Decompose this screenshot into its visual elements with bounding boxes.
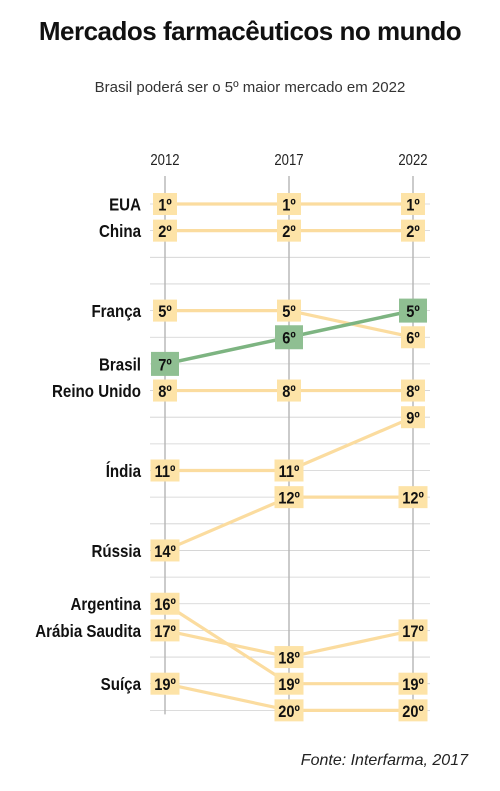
chart-title: Mercados farmacêuticos no mundo [38,16,462,46]
country-label-frança: França [91,301,141,322]
rank-label-china-2017: 2º [282,223,296,241]
rank-box-eua-2017 [277,193,301,215]
country-label-suíça: Suíça [101,674,142,695]
rank-label-índia-2017: 11º [279,463,300,481]
country-label-rússia: Rússia [91,541,141,562]
country-label-china: China [99,221,142,242]
rank-box-brasil-2012 [151,351,179,376]
rank-box-rússia-2012 [150,539,180,562]
rank-box-arábia-saudita-2012 [150,619,180,642]
country-label-brasil: Brasil [99,354,141,375]
rank-box-argentina-2012 [150,592,180,615]
country-label-índia: Índia [106,461,142,482]
rank-box-reino-unido-2012 [153,379,177,402]
rank-box-brasil-2017 [275,325,303,350]
year-label-2017: 2017 [274,152,303,169]
rank-label-argentina-2017: 19º [278,676,300,694]
rank-box-rússia-2017 [274,486,304,509]
rank-box-china-2022 [401,219,425,242]
rank-label-rússia-2022: 12º [402,490,424,508]
rank-label-china-2012: 2º [158,223,172,241]
rank-box-arábia-saudita-2022 [398,619,428,642]
rank-box-suíça-2012 [150,672,180,695]
rank-label-brasil-2022: 5º [406,303,420,321]
box-layer: 1º 1º 1º 2º 2º 2º 5º 5º 6º 8º 8º 8º 11º 11º 9º 14º 12º 12… [150,193,428,722]
rank-box-índia-2012 [150,459,180,482]
rank-label-arábia-saudita-2022: 17º [402,623,424,641]
country-label-arábia-saudita: Arábia Saudita [35,621,141,642]
rank-label-argentina-2022: 19º [402,676,424,694]
rank-label-china-2022: 2º [406,223,420,241]
rank-label-frança-2022: 6º [406,330,420,348]
rank-label-eua-2017: 1º [282,197,296,215]
rank-label-brasil-2017: 6º [282,330,296,348]
label-layer: EUA China França Brasil Reino Unido Índia Rúss… [35,194,141,694]
source-note: Fonte: Interfarma, 2017 [300,752,468,769]
rank-label-rússia-2017: 12º [278,490,300,508]
rank-label-reino-unido-2017: 8º [282,383,296,401]
rank-box-argentina-2017 [274,672,304,695]
rank-box-arábia-saudita-2017 [274,646,304,669]
rank-label-reino-unido-2012: 8º [158,383,172,401]
rank-label-frança-2012: 5º [158,303,172,321]
rank-box-suíça-2017 [274,699,304,722]
year-label-2022: 2022 [398,152,427,169]
rank-label-eua-2022: 1º [406,197,420,215]
rank-box-brasil-2022 [399,298,427,323]
chart-subtitle: Brasil poderá ser o 5º maior mercado em … [94,79,406,96]
rank-box-china-2012 [153,219,177,242]
rank-label-índia-2022: 9º [406,410,420,428]
rank-box-rússia-2022 [398,486,428,509]
rank-label-arábia-saudita-2017: 18º [278,650,300,668]
country-label-reino-unido: Reino Unido [52,381,141,402]
year-label-2012: 2012 [150,152,179,169]
rank-box-índia-2017 [274,459,304,482]
rank-box-reino-unido-2022 [401,379,425,402]
rank-label-suíça-2017: 20º [278,703,300,721]
rank-box-reino-unido-2017 [277,379,301,402]
rank-label-reino-unido-2022: 8º [406,383,420,401]
rank-box-suíça-2022 [398,699,428,722]
rank-box-frança-2022 [401,326,425,349]
country-label-argentina: Argentina [70,594,141,615]
rank-label-suíça-2012: 19º [154,676,176,694]
rank-label-rússia-2012: 14º [154,543,176,561]
rank-box-eua-2012 [153,193,177,215]
rank-label-argentina-2012: 16º [154,596,176,614]
rank-label-arábia-saudita-2012: 17º [154,623,176,641]
rank-box-eua-2022 [401,193,425,215]
country-label-eua: EUA [109,194,141,215]
rank-box-china-2017 [277,219,301,242]
rank-label-suíça-2022: 20º [402,703,424,721]
rank-box-argentina-2022 [398,672,428,695]
rank-box-índia-2022 [401,406,425,429]
rank-box-frança-2017 [277,299,301,322]
rank-label-eua-2012: 1º [158,197,172,215]
rank-box-frança-2012 [153,299,177,322]
rank-label-frança-2017: 5º [282,303,296,321]
rank-label-brasil-2012: 7º [158,356,172,374]
rank-label-índia-2012: 11º [155,463,176,481]
axis-layer: 2012 2017 2022 [150,152,428,715]
